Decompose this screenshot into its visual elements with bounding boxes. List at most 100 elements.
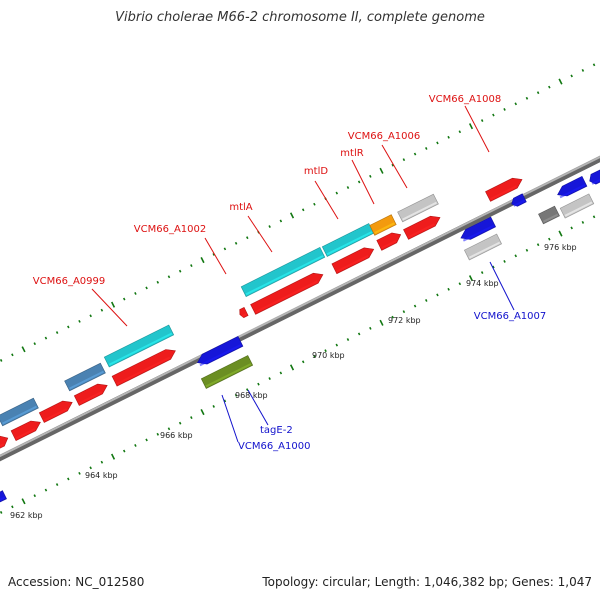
gene-arrow-6-shine [255, 280, 318, 313]
outer-dot [145, 286, 148, 290]
inner-dot [212, 405, 215, 408]
gene-arrow-19-shine [199, 344, 242, 367]
outer-dot [268, 225, 271, 228]
gene-arrow-21-shine [462, 224, 495, 242]
label-line-VCM66_A1002 [204, 237, 227, 275]
outer-dot [246, 236, 249, 240]
outer-dot [55, 331, 59, 334]
inner-dot [33, 494, 36, 498]
gene-arrow-24-body [557, 175, 588, 197]
tick-label: 966 kbp [160, 431, 193, 440]
outer-dot [581, 68, 585, 72]
inner-dot [447, 287, 450, 291]
outer-dot [33, 342, 36, 346]
gene-arrow-9-shine [408, 223, 435, 239]
outer-dot [44, 336, 48, 340]
gene-label-VCM66_A1006: VCM66_A1006 [348, 131, 420, 142]
inner-dot [335, 343, 339, 347]
gene-label-mtlD: mtlD [304, 166, 328, 177]
outer-dot [223, 247, 227, 251]
outer-dot [21, 346, 26, 353]
inner-dot [514, 254, 518, 258]
inner-dot [558, 230, 563, 237]
gene-arrow-5-shine [241, 313, 247, 318]
gene-arrow-20-shine [205, 363, 252, 388]
outer-dot [167, 275, 171, 279]
gene-arrow-23-body [511, 193, 527, 207]
inner-dot [67, 477, 70, 481]
gene-arrow-25-body [538, 205, 560, 225]
gene-label-VCM66_A1007: VCM66_A1007 [474, 311, 546, 322]
gene-arrow-23 [511, 193, 527, 207]
outer-dot [200, 256, 205, 264]
gene-arrow-1-shine [15, 428, 36, 440]
gene-arrow-4-shine [116, 356, 171, 385]
label-line-mtlA [247, 215, 273, 253]
inner-dot [257, 382, 260, 386]
gene-arrow-24-shine [559, 184, 586, 199]
inner-dot [145, 438, 148, 442]
outer-dot [391, 163, 394, 167]
gene-arrow-22-shine [468, 241, 501, 259]
gene-arrow-27 [589, 169, 600, 185]
inner-dot [301, 360, 305, 364]
genome-summary-text: Topology: circular; Length: 1,046,382 bp… [262, 575, 592, 589]
outer-dot [458, 130, 462, 134]
gene-label-VCM66_A1002: VCM66_A1002 [134, 224, 206, 235]
gene-arrow-22 [463, 233, 503, 261]
tick-label: 976 kbp [544, 243, 577, 252]
outer-dot [369, 174, 372, 178]
inner-dot [78, 471, 81, 475]
outer-dot [122, 297, 126, 301]
gene-arrow-26-shine [564, 201, 593, 217]
label-line-VCM66_A1007 [489, 261, 515, 311]
gene-arrow-16-body [369, 214, 397, 236]
outer-dot [514, 102, 518, 106]
inner-dot [110, 453, 116, 460]
gene-arrow-2 [38, 400, 73, 423]
gene-arrow-0 [0, 435, 9, 449]
inner-dot [200, 408, 205, 416]
gene-label-VCM66_A1000: VCM66_A1000 [238, 441, 310, 452]
tick-label: 962 kbp [10, 511, 43, 520]
gene-arrow-7 [331, 247, 375, 275]
inner-dot [89, 466, 92, 470]
gene-arrow-5 [239, 306, 249, 319]
gene-arrow-25-shine [543, 213, 559, 223]
inner-dot [413, 304, 417, 308]
gene-arrow-12-shine [69, 370, 104, 390]
outer-dot [379, 167, 384, 174]
gene-arrow-23-shine [513, 199, 525, 207]
gene-arrow-7-shine [336, 255, 369, 273]
gene-arrow-15-shine [326, 231, 373, 256]
tick-label: 974 kbp [466, 279, 499, 288]
gene-arrow-11 [0, 397, 39, 427]
outer-dot [357, 180, 361, 184]
gene-labels: VCM66_A0999 VCM66_A1002 mtlA mtlD mtlR VCM66_… [33, 94, 546, 452]
gene-arrow-14-body [240, 246, 326, 298]
gene-arrow-19 [197, 335, 244, 367]
gene-arrow-6-body [250, 272, 324, 315]
gene-arrow-26-body [559, 193, 595, 219]
inner-dot [346, 338, 350, 341]
inner-dot [436, 293, 439, 297]
outer-dot [536, 91, 540, 95]
gene-arrow-20 [200, 355, 254, 389]
inner-dot [468, 275, 474, 282]
inner-dot [134, 444, 137, 447]
outer-dot [289, 212, 295, 219]
inner-dot [480, 271, 484, 275]
gene-arrow-21-body [460, 216, 497, 240]
accession-text: Accession: NC_012580 [8, 575, 145, 589]
gene-label-mtlR: mtlR [340, 148, 363, 159]
inner-dot [548, 237, 551, 241]
inner-dot [570, 226, 573, 230]
gene-features [0, 169, 600, 503]
gene-arrow-8-shine [381, 240, 397, 249]
label-line-VCM66_A1000 [221, 394, 239, 443]
inner-dot [190, 416, 193, 420]
gene-arrow-4-body [111, 349, 176, 387]
tick-label: 972 kbp [388, 316, 421, 325]
outer-dot [592, 63, 596, 67]
